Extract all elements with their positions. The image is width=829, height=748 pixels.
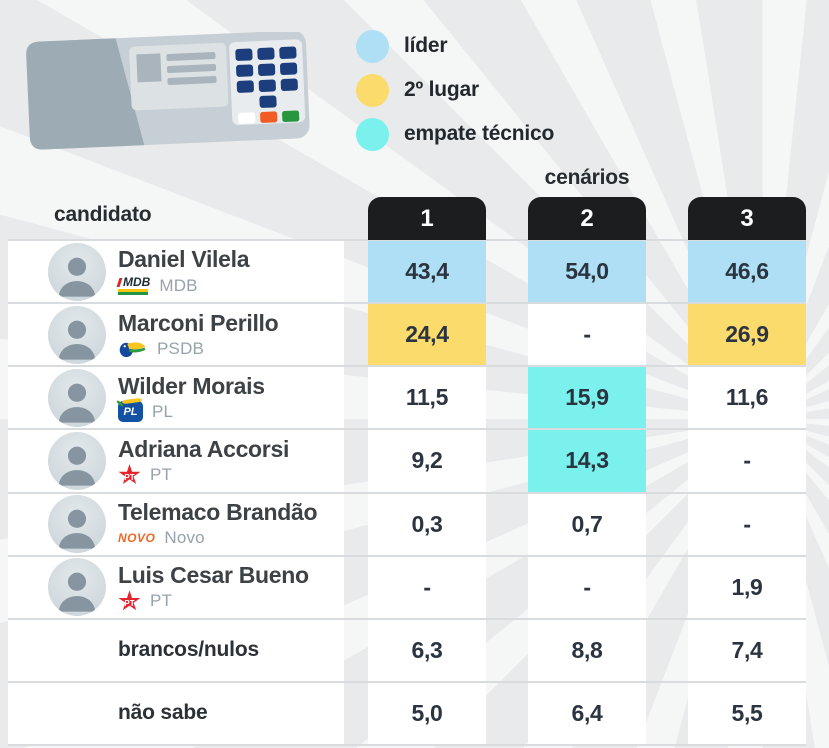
- candidate-photo: [48, 242, 106, 301]
- party-name: MDB: [159, 275, 198, 295]
- result-cell: 7,4: [688, 618, 806, 682]
- result-cell: -: [368, 555, 486, 619]
- mdb-party-logo-icon: MDB: [118, 276, 150, 296]
- legend-label: líder: [404, 34, 448, 57]
- result-cell: 24,4: [368, 303, 486, 367]
- psdb-toucan-logo-icon: [118, 339, 148, 358]
- candidate-photo: [48, 305, 106, 364]
- party-name: PT: [150, 465, 173, 484]
- scenario-1-column: 43,4 24,4 11,5 9,2 0,3 - 6,3 5,0: [368, 240, 486, 745]
- result-cell: 8,8: [528, 618, 646, 682]
- legend: líder 2º lugar empate técnico: [356, 24, 554, 156]
- result-cell: -: [688, 429, 806, 493]
- candidate-name: Adriana Accorsi: [118, 435, 290, 462]
- party-name: PL: [152, 401, 174, 421]
- row-separator: [8, 555, 806, 557]
- legend-item-segundo: 2º lugar: [356, 68, 554, 112]
- summary-row-label: brancos/nulos: [118, 638, 259, 662]
- row-separator: [8, 492, 806, 494]
- result-cell: 6,4: [528, 681, 646, 745]
- row-separator: [8, 239, 806, 241]
- result-cell: 0,7: [528, 492, 646, 556]
- voting-machine-illustration: [26, 32, 310, 150]
- segundo-color-dot: [356, 73, 389, 107]
- empate-color-dot: [356, 117, 389, 151]
- result-cell: 6,3: [368, 618, 486, 682]
- candidate-name: Wilder Morais: [118, 372, 265, 399]
- pt-star-logo-icon: PT: [118, 464, 141, 485]
- result-cell: 1,9: [688, 555, 806, 619]
- scenario-column-header-1: 1: [368, 197, 486, 240]
- result-cell: 26,9: [688, 303, 806, 367]
- result-cell: 54,0: [528, 240, 646, 304]
- candidate-column-header: candidato: [54, 203, 152, 226]
- result-cell: -: [528, 555, 646, 619]
- candidate-row: Wilder Morais PL PL: [8, 366, 344, 429]
- candidate-photo: [48, 558, 106, 617]
- candidate-photo: [48, 368, 106, 427]
- result-cell: 5,5: [688, 681, 806, 745]
- candidate-row: Telemaco Brandão NOVO Novo: [8, 493, 344, 556]
- pl-party-logo-icon: PL: [118, 401, 143, 423]
- row-separator: [8, 744, 806, 746]
- candidate-photo: [48, 431, 106, 490]
- candidate-row: Daniel Vilela MDB MDB: [8, 240, 344, 303]
- legend-item-empate: empate técnico: [356, 112, 554, 156]
- row-separator: [8, 618, 806, 620]
- candidate-photo: [48, 495, 106, 554]
- party-name: Novo: [164, 528, 205, 548]
- summary-row-nao-sabe: não sabe: [8, 682, 344, 745]
- legend-label: 2º lugar: [404, 78, 479, 101]
- candidate-name: Luis Cesar Bueno: [118, 562, 309, 589]
- result-cell: 9,2: [368, 429, 486, 493]
- candidate-row: Marconi Perillo PSDB: [8, 303, 344, 366]
- party-name: PT: [150, 591, 173, 611]
- scenarios-header: cenários: [544, 166, 630, 189]
- result-cell: -: [688, 492, 806, 556]
- row-separator: [8, 302, 806, 304]
- scenario-column-header-3: 3: [688, 197, 806, 240]
- candidate-row: Luis Cesar Bueno PT PT: [8, 556, 344, 619]
- pt-star-logo-icon: PT: [118, 590, 141, 611]
- result-cell: 11,6: [688, 366, 806, 430]
- party-name: PSDB: [157, 338, 205, 358]
- lider-color-dot: [356, 29, 389, 63]
- candidate-name: Marconi Perillo: [118, 309, 279, 336]
- candidate-name: Telemaco Brandão: [118, 498, 318, 525]
- row-separator: [8, 365, 806, 367]
- scenario-column-header-2: 2: [528, 197, 646, 240]
- result-cell: 14,3: [528, 429, 646, 493]
- result-cell: 15,9: [528, 366, 646, 430]
- candidate-row: Adriana Accorsi PT PT: [8, 429, 344, 492]
- candidate-name: Daniel Vilela: [118, 246, 250, 273]
- result-cell: -: [528, 303, 646, 367]
- summary-row-brancos-nulos: brancos/nulos: [8, 619, 344, 682]
- legend-item-lider: líder: [356, 24, 554, 68]
- result-cell: 5,0: [368, 681, 486, 745]
- result-cell: 0,3: [368, 492, 486, 556]
- scenario-2-column: 54,0 - 15,9 14,3 0,7 - 8,8 6,4: [528, 240, 646, 745]
- result-cell: 46,6: [688, 240, 806, 304]
- result-cell: 43,4: [368, 240, 486, 304]
- legend-label: empate técnico: [404, 122, 555, 145]
- row-separator: [8, 681, 806, 683]
- summary-row-label: não sabe: [118, 701, 208, 725]
- row-separator: [8, 428, 806, 430]
- novo-party-logo-icon: NOVO: [118, 531, 156, 546]
- scenario-3-column: 46,6 26,9 11,6 - - 1,9 7,4 5,5: [688, 240, 806, 745]
- result-cell: 11,5: [368, 366, 486, 430]
